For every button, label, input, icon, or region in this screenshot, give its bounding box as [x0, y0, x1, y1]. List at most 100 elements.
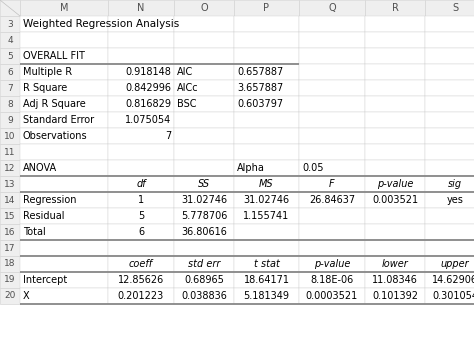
Bar: [0, 176, 20, 192]
Bar: [425, 208, 474, 224]
Text: coeff: coeff: [129, 259, 153, 269]
Bar: [108, 240, 174, 256]
Bar: [234, 144, 299, 160]
Bar: [425, 112, 474, 128]
Bar: [108, 224, 174, 240]
Bar: [234, 0, 299, 16]
Bar: [299, 64, 365, 80]
Bar: [234, 288, 299, 304]
Bar: [108, 0, 174, 16]
Text: Adj R Square: Adj R Square: [23, 99, 86, 109]
Bar: [20, 288, 108, 304]
Bar: [0, 64, 20, 80]
Bar: [0, 112, 20, 128]
Bar: [365, 256, 425, 272]
Text: R: R: [392, 3, 399, 13]
Bar: [425, 128, 474, 144]
Text: 0.201223: 0.201223: [118, 291, 164, 301]
Bar: [108, 256, 174, 272]
Bar: [234, 96, 299, 112]
Bar: [0, 0, 20, 16]
Bar: [299, 144, 365, 160]
Text: AICc: AICc: [177, 83, 199, 93]
Bar: [234, 240, 299, 256]
Bar: [20, 176, 108, 192]
Text: OVERALL FIT: OVERALL FIT: [23, 51, 85, 61]
Text: yes: yes: [447, 195, 464, 205]
Text: F: F: [329, 179, 335, 189]
Bar: [365, 208, 425, 224]
Text: 17: 17: [4, 244, 16, 253]
Text: 1.155741: 1.155741: [243, 211, 290, 221]
Bar: [174, 16, 234, 32]
Text: 12: 12: [4, 163, 16, 172]
Bar: [0, 48, 20, 64]
Bar: [425, 192, 474, 208]
Text: 0.05: 0.05: [302, 163, 323, 173]
Bar: [299, 224, 365, 240]
Bar: [425, 96, 474, 112]
Bar: [20, 96, 108, 112]
Bar: [0, 208, 20, 224]
Text: P: P: [264, 3, 270, 13]
Bar: [234, 176, 299, 192]
Bar: [299, 176, 365, 192]
Text: 5: 5: [138, 211, 144, 221]
Text: lower: lower: [382, 259, 409, 269]
Bar: [174, 224, 234, 240]
Bar: [299, 208, 365, 224]
Bar: [108, 48, 174, 64]
Bar: [0, 144, 20, 160]
Bar: [234, 16, 299, 32]
Bar: [425, 0, 474, 16]
Bar: [425, 144, 474, 160]
Bar: [425, 272, 474, 288]
Bar: [20, 256, 108, 272]
Bar: [0, 80, 20, 96]
Text: Multiple R: Multiple R: [23, 67, 72, 77]
Bar: [299, 0, 365, 16]
Text: 26.84637: 26.84637: [309, 195, 355, 205]
Bar: [108, 64, 174, 80]
Bar: [425, 48, 474, 64]
Text: 20: 20: [4, 291, 16, 301]
Text: 18.64171: 18.64171: [244, 275, 290, 285]
Bar: [365, 112, 425, 128]
Bar: [425, 176, 474, 192]
Text: p-value: p-value: [314, 259, 350, 269]
Text: p-value: p-value: [377, 179, 413, 189]
Bar: [174, 80, 234, 96]
Text: df: df: [136, 179, 146, 189]
Bar: [234, 160, 299, 176]
Bar: [108, 16, 174, 32]
Bar: [234, 224, 299, 240]
Text: Weighted Regression Analysis: Weighted Regression Analysis: [23, 19, 179, 29]
Bar: [174, 256, 234, 272]
Text: 31.02746: 31.02746: [244, 195, 290, 205]
Text: std err: std err: [188, 259, 220, 269]
Text: 19: 19: [4, 276, 16, 285]
Text: 15: 15: [4, 212, 16, 220]
Bar: [425, 288, 474, 304]
Bar: [20, 240, 108, 256]
Text: 31.02746: 31.02746: [181, 195, 227, 205]
Bar: [299, 112, 365, 128]
Bar: [0, 160, 20, 176]
Text: 0.657887: 0.657887: [237, 67, 283, 77]
Text: 11.08346: 11.08346: [372, 275, 418, 285]
Text: BSC: BSC: [177, 99, 197, 109]
Text: Alpha: Alpha: [237, 163, 265, 173]
Text: O: O: [200, 3, 208, 13]
Bar: [0, 240, 20, 256]
Bar: [108, 288, 174, 304]
Text: 8: 8: [7, 100, 13, 109]
Bar: [365, 128, 425, 144]
Bar: [365, 16, 425, 32]
Bar: [20, 32, 108, 48]
Text: 6: 6: [138, 227, 144, 237]
Text: Observations: Observations: [23, 131, 88, 141]
Bar: [234, 32, 299, 48]
Text: 0.101392: 0.101392: [372, 291, 418, 301]
Text: 0.038836: 0.038836: [181, 291, 227, 301]
Bar: [365, 144, 425, 160]
